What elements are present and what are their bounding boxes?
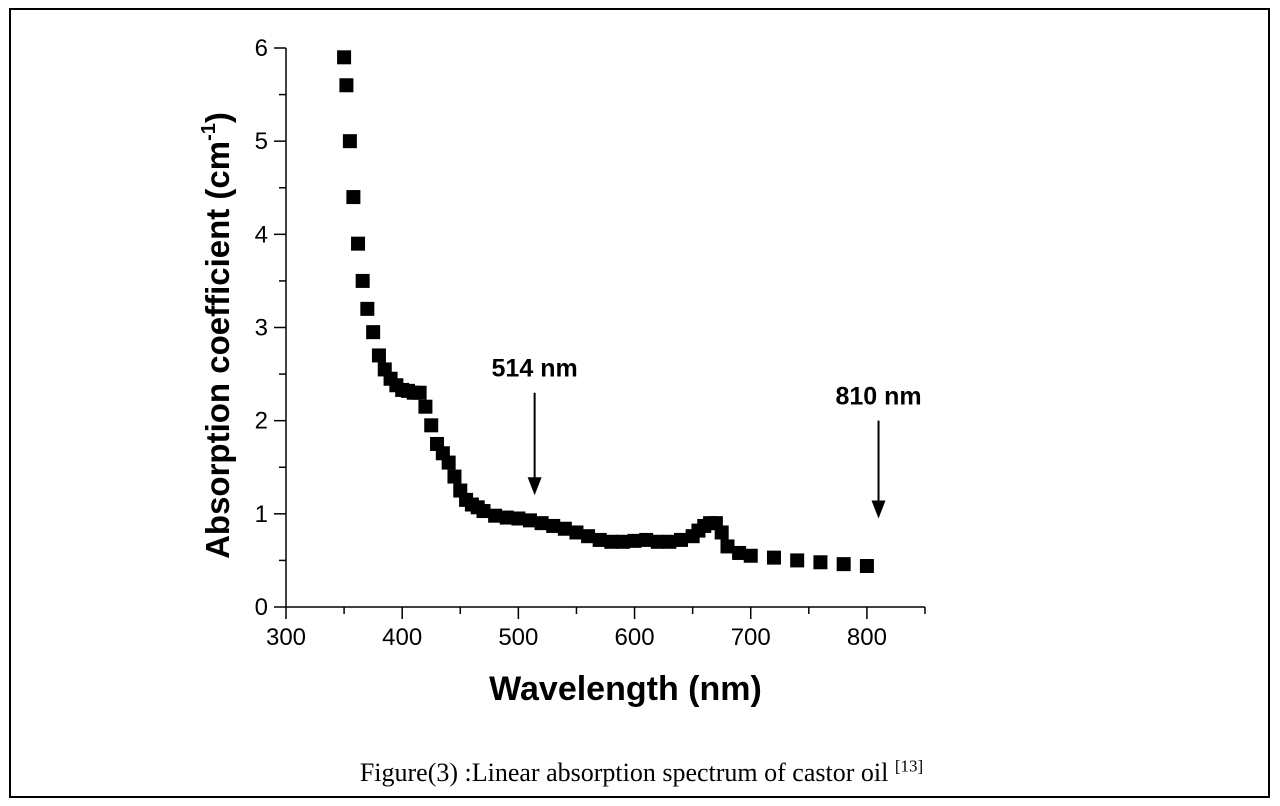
data-point [546,518,561,533]
data-point [714,525,729,540]
x-tick-label: 700 [731,624,771,651]
data-point [441,455,456,470]
chart-annotations: 514 nm 810 nm [492,355,922,519]
annotation-arrow-head [527,477,542,496]
data-point [615,534,630,549]
data-point [720,539,735,554]
data-point [360,301,375,316]
data-point [766,550,781,565]
absorption-chart: 300 400 500 600 700 800 0 1 2 3 4 5 6 514 nm 810 nm W… [198,35,926,708]
data-point [627,533,642,548]
data-point [447,469,462,484]
data-point [732,545,747,560]
x-tick-label: 800 [847,624,887,651]
y-axis-label-superscript: -1 [198,123,220,141]
data-point [346,190,361,205]
y-tick-label: 6 [255,35,268,62]
data-point [342,134,357,149]
data-point [366,325,381,340]
data-point [339,78,354,93]
data-point [499,510,514,525]
y-tick-label: 2 [255,408,268,435]
data-point [592,532,607,547]
data-point [418,399,433,414]
data-point [581,529,596,544]
data-point [476,504,491,519]
y-tick-label: 4 [255,221,268,248]
data-point [534,516,549,531]
data-point [813,555,828,570]
y-axis-label: Absorption coefficient (cm-1) [198,112,236,559]
x-tick-label: 300 [266,624,306,651]
data-point [790,553,805,568]
data-point [511,511,526,526]
data-point [488,508,503,523]
x-tick-label: 500 [498,624,538,651]
y-tick-label: 0 [255,594,268,621]
data-point [337,50,352,65]
data-point [604,534,619,549]
caption-text: Figure(3) :Linear absorption spectrum of… [359,758,895,787]
x-tick-label: 400 [382,624,422,651]
y-tick-label: 1 [255,501,268,528]
data-point [674,532,689,547]
data-point [743,548,758,563]
chart-axes: 300 400 500 600 700 800 0 1 2 3 4 5 6 [255,35,926,651]
data-point [522,513,537,528]
y-axis-label-text: Absorption coefficient (cm [199,141,236,559]
data-point [662,534,677,549]
annotation-arrow-head [871,500,886,519]
data-point [351,236,366,251]
data-point [355,273,370,288]
data-point [650,534,665,549]
y-tick-label: 5 [255,128,268,155]
data-point [412,385,427,400]
data-point [371,348,386,363]
x-axis-label: Wavelength (nm) [489,670,762,708]
data-point [836,557,851,572]
data-point [424,418,439,433]
annotation-label: 810 nm [835,383,921,411]
data-point [557,521,572,536]
y-tick-label: 3 [255,315,268,342]
y-axis-label-close: ) [199,112,236,123]
data-point [569,525,584,540]
data-point [859,559,874,574]
figure-frame: 300 400 500 600 700 800 0 1 2 3 4 5 6 514 nm 810 nm W… [9,8,1270,798]
caption-reference: [13] [894,756,924,776]
data-point [639,532,654,547]
chart-series [337,50,874,574]
figure-caption: Figure(3) :Linear absorption spectrum of… [11,756,1272,788]
annotation-label: 514 nm [492,355,578,383]
x-tick-label: 600 [615,624,655,651]
